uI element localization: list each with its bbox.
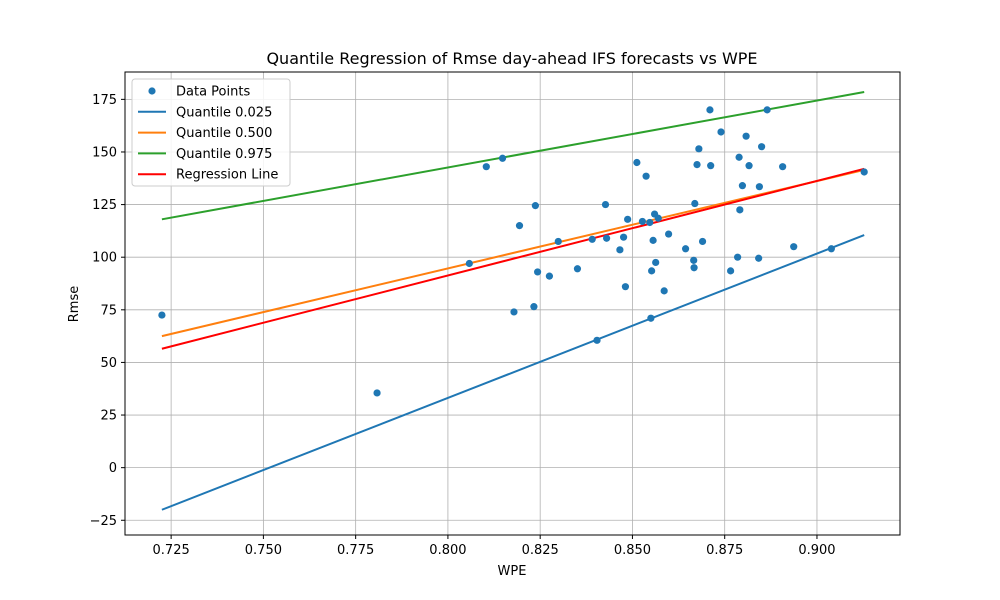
data-point [706, 106, 714, 114]
data-point [690, 256, 698, 264]
data-point [654, 214, 662, 222]
data-point [545, 272, 554, 280]
x-tick-label: 0.775 [337, 543, 374, 558]
data-point [736, 206, 744, 214]
series-line-quantile-0-025 [161, 234, 865, 511]
plot-frame [124, 71, 901, 536]
x-tick-label: 0.725 [153, 543, 190, 558]
x-tick-label: 0.900 [798, 543, 835, 558]
data-point [755, 254, 763, 262]
y-tick-label: 0 [109, 461, 117, 476]
data-point [738, 182, 747, 190]
data-point [647, 314, 655, 322]
data-point [707, 162, 715, 170]
data-point [482, 163, 490, 171]
data-point [158, 311, 166, 319]
data-point [717, 128, 725, 136]
grid-lines [125, 72, 900, 535]
data-point [573, 265, 582, 273]
data-point [601, 200, 610, 209]
data-point [530, 303, 538, 311]
legend-label: Quantile 0.975 [176, 147, 272, 162]
data-point [779, 163, 787, 171]
data-point [646, 218, 654, 227]
data-point [827, 245, 835, 253]
data-point [755, 183, 763, 191]
legend-marker [148, 87, 156, 95]
plot-content [158, 91, 868, 511]
data-point [745, 162, 753, 170]
legend-label: Regression Line [176, 168, 278, 183]
data-point [734, 253, 742, 261]
legend-label: Quantile 0.500 [176, 126, 272, 141]
data-point [533, 268, 542, 276]
data-point [698, 237, 707, 246]
legend-box [131, 78, 291, 187]
x-tick-label: 0.850 [614, 543, 651, 558]
data-point [515, 222, 524, 230]
data-point [510, 308, 518, 316]
legend-label: Data Points [176, 85, 250, 100]
data-point [638, 217, 647, 226]
x-tick-label: 0.750 [245, 543, 282, 558]
data-point [665, 230, 673, 238]
data-point [588, 235, 596, 243]
data-point [554, 237, 562, 246]
legend: Data Points Quantile 0.025 Quantile 0.500 Q… [131, 78, 291, 187]
data-point [593, 336, 601, 344]
data-point [742, 132, 750, 140]
data-point [693, 161, 701, 169]
data-point [681, 245, 690, 253]
data-point [498, 154, 507, 162]
data-point [531, 202, 539, 210]
x-axis: 0.725 0.750 0.775 0.800 0.825 0.850 0.875 0.900 [153, 535, 836, 558]
data-point [633, 158, 641, 167]
data-point [648, 267, 656, 275]
y-tick-label: 100 [92, 251, 117, 266]
y-tick-label: 75 [100, 303, 117, 318]
y-tick-label: 25 [100, 409, 117, 424]
y-tick-label: 175 [92, 93, 117, 108]
data-point [652, 258, 660, 267]
x-tick-label: 0.825 [522, 543, 559, 558]
data-point [619, 233, 628, 241]
data-point [465, 259, 473, 268]
data-point [758, 143, 766, 151]
chart-title: Quantile Regression of Rmse day-ahead IF… [266, 49, 757, 68]
data-point [727, 267, 735, 275]
data-point [735, 153, 743, 161]
data-point [616, 246, 624, 254]
y-tick-label: 125 [92, 198, 117, 213]
x-tick-label: 0.800 [429, 543, 466, 558]
data-point [621, 283, 630, 291]
data-point [763, 106, 771, 114]
data-point [660, 287, 668, 295]
y-tick-label: 50 [100, 356, 117, 371]
series-line-quantile-0-500 [161, 168, 865, 338]
data-point [603, 234, 611, 242]
data-point [690, 264, 698, 272]
legend-label: Quantile 0.025 [176, 105, 272, 120]
data-point [624, 215, 632, 223]
data-point [790, 243, 798, 251]
series-line-quantile-0-975 [161, 91, 865, 221]
data-point [642, 172, 650, 180]
x-axis-label: WPE [498, 564, 527, 579]
data-point [695, 145, 703, 153]
y-axis: −25 0 25 50 75 100 125 150 175 [90, 93, 125, 529]
y-axis-label: Rmse [67, 286, 82, 322]
data-point [691, 199, 699, 208]
y-tick-label: −25 [90, 514, 117, 529]
series-line-regression-line [161, 167, 865, 350]
data-point [649, 236, 657, 244]
y-tick-label: 150 [92, 145, 117, 160]
data-point [860, 168, 868, 176]
x-tick-label: 0.875 [706, 543, 743, 558]
data-point [373, 389, 381, 397]
